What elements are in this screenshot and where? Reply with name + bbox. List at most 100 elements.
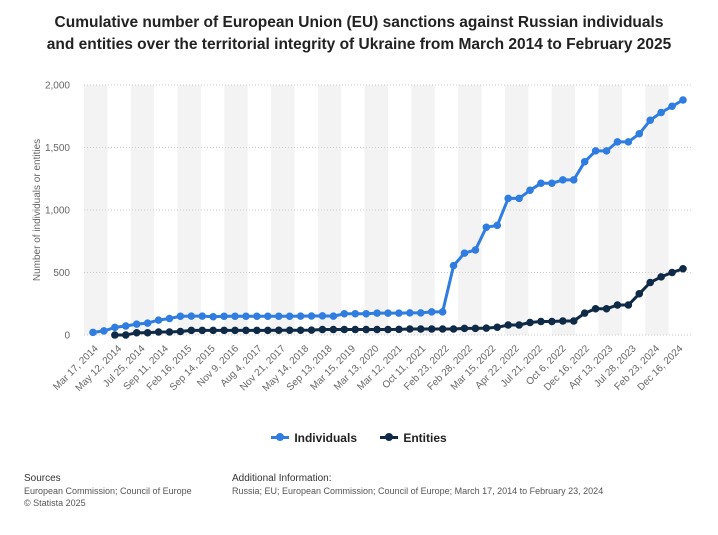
legend-item-entities[interactable]: Entities xyxy=(380,430,447,445)
data-point-individuals xyxy=(493,221,502,230)
data-point-entities xyxy=(438,325,447,333)
data-point-entities xyxy=(351,325,360,334)
data-point-individuals xyxy=(679,96,687,104)
data-point-entities xyxy=(253,326,261,335)
data-point-entities xyxy=(340,325,349,334)
y-axis-title: Number of individuals or entities xyxy=(32,139,43,281)
data-point-entities xyxy=(471,324,480,333)
data-point-entities xyxy=(416,325,425,333)
data-point-individuals xyxy=(438,308,447,316)
data-point-entities xyxy=(537,317,545,326)
data-point-entities xyxy=(307,326,316,334)
plot-band xyxy=(551,85,576,335)
legend-label-entities: Entities xyxy=(403,430,447,445)
chart-title-line-2: and entities over the territorial integr… xyxy=(46,36,672,53)
legend-swatch-individuals xyxy=(271,433,290,441)
data-point-entities xyxy=(526,318,534,327)
y-tick-label: 1,500 xyxy=(45,143,70,154)
data-point-individuals xyxy=(121,322,130,330)
data-point-entities xyxy=(406,325,414,333)
data-point-individuals xyxy=(559,176,567,184)
data-point-individuals xyxy=(351,309,360,318)
data-point-individuals xyxy=(580,157,589,166)
data-point-entities xyxy=(504,321,512,329)
data-point-individuals xyxy=(427,308,436,316)
data-point-entities xyxy=(482,324,491,332)
data-point-entities xyxy=(176,327,185,336)
data-point-individuals xyxy=(635,129,644,138)
data-point-entities xyxy=(318,325,327,334)
plot-band xyxy=(364,85,388,335)
data-point-individuals xyxy=(340,309,349,318)
data-point-entities xyxy=(329,325,338,334)
data-point-entities xyxy=(580,309,589,317)
data-point-individuals xyxy=(100,327,108,335)
data-point-entities xyxy=(602,304,611,313)
data-point-individuals xyxy=(285,312,294,321)
data-point-individuals xyxy=(460,249,469,257)
sources-line-1: European Commission; Council of Europe xyxy=(24,486,192,496)
data-point-individuals xyxy=(329,312,338,320)
data-point-individuals xyxy=(318,312,327,320)
data-point-entities xyxy=(668,268,676,277)
data-point-individuals xyxy=(416,309,425,317)
legend-item-individuals[interactable]: Individuals xyxy=(271,431,357,445)
data-point-entities xyxy=(274,326,283,335)
data-point-individuals xyxy=(111,323,119,332)
data-point-entities xyxy=(460,324,469,333)
data-point-individuals xyxy=(646,116,655,125)
data-point-entities xyxy=(121,331,130,339)
data-point-entities xyxy=(384,325,392,334)
data-point-entities xyxy=(132,328,141,337)
data-point-individuals xyxy=(274,312,283,321)
data-point-entities xyxy=(548,317,556,326)
data-point-individuals xyxy=(373,309,381,317)
data-point-individuals xyxy=(537,179,545,188)
y-tick-label: 0 xyxy=(64,331,70,342)
data-point-entities xyxy=(143,328,152,337)
data-point-individuals xyxy=(362,309,370,318)
additional-info-block: Additional Information: Russia; EU; Euro… xyxy=(232,473,603,497)
sources-line-2: © Statista 2025 xyxy=(24,498,86,508)
plot-band xyxy=(130,85,155,335)
data-point-entities xyxy=(657,273,665,281)
data-point-individuals xyxy=(406,309,414,317)
plot-band xyxy=(224,85,248,335)
data-point-individuals xyxy=(526,186,534,195)
data-point-entities xyxy=(209,326,217,335)
legend: Individuals Entities xyxy=(0,428,718,445)
data-point-individuals xyxy=(231,312,239,321)
sources-block: Sources European Commission; Council of … xyxy=(24,473,192,509)
data-point-individuals xyxy=(384,309,392,317)
data-point-individuals xyxy=(253,312,261,321)
data-point-individuals xyxy=(89,328,97,337)
data-point-entities xyxy=(427,325,436,333)
data-point-individuals xyxy=(198,312,207,320)
data-point-individuals xyxy=(187,312,196,320)
data-point-individuals xyxy=(624,138,633,146)
data-point-entities xyxy=(635,289,644,298)
line-chart: 0 500 1,000 1,500 2,000 Number of individuals… xyxy=(32,81,692,394)
data-point-entities xyxy=(515,321,523,329)
data-point-individuals xyxy=(395,309,403,317)
data-point-individuals xyxy=(569,176,578,184)
data-point-entities xyxy=(493,323,502,332)
data-point-entities xyxy=(154,328,163,336)
legend-label-individuals: Individuals xyxy=(294,430,357,445)
data-point-entities xyxy=(242,326,250,335)
data-point-individuals xyxy=(471,246,480,254)
data-point-individuals xyxy=(548,179,556,188)
data-point-individuals xyxy=(602,147,611,155)
data-point-entities xyxy=(591,304,600,313)
plot-band xyxy=(458,85,482,335)
data-point-entities xyxy=(646,278,655,287)
data-point-entities xyxy=(285,326,294,335)
data-point-entities xyxy=(296,326,305,335)
data-point-individuals xyxy=(515,194,523,203)
plot-band xyxy=(317,85,342,335)
data-point-individuals xyxy=(482,223,491,232)
chart-title-line-1: Cumulative number of European Union (EU)… xyxy=(54,14,664,31)
data-point-individuals xyxy=(165,314,174,323)
data-point-entities xyxy=(231,326,239,335)
data-point-individuals xyxy=(307,312,316,320)
